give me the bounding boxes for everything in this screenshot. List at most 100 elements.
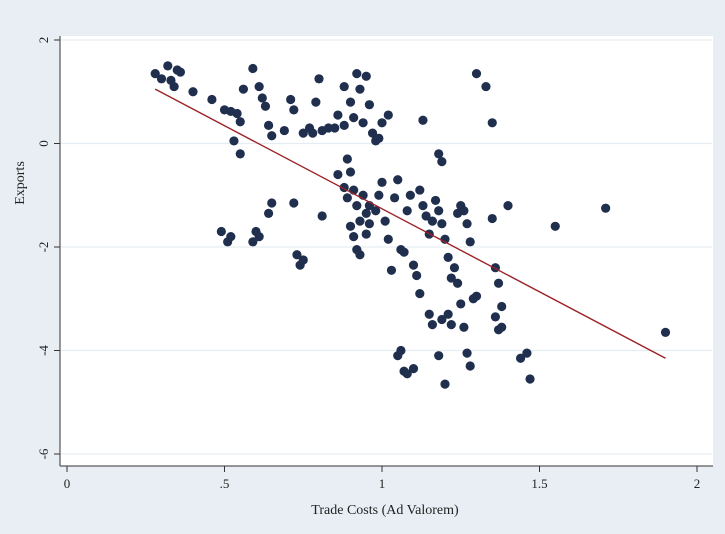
data-point — [235, 149, 245, 159]
data-point — [393, 175, 403, 185]
data-point — [207, 94, 217, 105]
plot-area — [60, 36, 713, 466]
y-ticks: -6 -4 -2 0 2 — [36, 37, 60, 459]
data-point — [443, 252, 453, 262]
data-point — [260, 101, 271, 111]
x-tick-label: 1 — [379, 476, 386, 491]
data-point — [408, 364, 419, 374]
data-point — [487, 213, 497, 224]
data-point — [516, 353, 526, 363]
x-ticks: 0 .5 1 1.5 2 — [64, 466, 701, 491]
data-point — [339, 120, 349, 130]
data-point — [471, 69, 482, 79]
data-point — [402, 206, 412, 216]
data-point — [459, 206, 469, 216]
data-point — [188, 87, 198, 97]
data-point — [453, 278, 463, 288]
data-point — [374, 190, 384, 200]
data-point — [497, 322, 507, 332]
data-point — [163, 61, 173, 71]
data-point — [286, 94, 296, 105]
data-point — [434, 149, 444, 159]
data-point — [427, 216, 437, 226]
data-point — [257, 93, 267, 103]
data-point — [487, 118, 497, 128]
data-point — [361, 208, 371, 218]
y-tick-label: -6 — [36, 448, 51, 459]
data-point — [465, 237, 475, 247]
data-point — [415, 288, 425, 299]
data-point — [377, 118, 387, 128]
data-point — [440, 379, 450, 389]
data-point — [355, 84, 365, 94]
data-point — [267, 131, 277, 141]
data-point — [497, 301, 507, 312]
data-point — [248, 63, 258, 74]
data-point — [377, 177, 387, 187]
data-point — [317, 211, 327, 221]
data-point — [374, 133, 384, 143]
gridlines — [61, 39, 712, 455]
data-point — [330, 123, 340, 133]
data-point — [434, 206, 444, 216]
data-point — [345, 97, 356, 107]
data-point — [175, 67, 185, 77]
data-point — [308, 128, 318, 138]
data-point — [226, 232, 236, 242]
data-point — [386, 265, 397, 275]
data-point — [358, 118, 368, 128]
y-axis-title: Exports — [13, 161, 28, 205]
data-point — [361, 71, 371, 81]
data-point — [418, 115, 428, 125]
x-axis-title: Trade Costs (Ad Valorem) — [311, 503, 459, 518]
data-point — [349, 113, 359, 123]
x-tick-label: 2 — [694, 476, 701, 491]
data-point — [238, 84, 248, 94]
data-point — [481, 81, 491, 92]
data-point — [216, 226, 226, 237]
data-point — [254, 232, 264, 242]
data-point — [427, 320, 437, 330]
data-point — [437, 314, 447, 325]
data-point — [364, 100, 374, 110]
data-point — [264, 120, 274, 130]
y-tick-label: -4 — [36, 345, 51, 356]
data-point — [418, 201, 428, 211]
data-point — [349, 232, 359, 242]
data-point — [468, 294, 478, 304]
data-point — [443, 309, 453, 319]
y-tick-label: 2 — [36, 37, 51, 44]
data-point — [550, 221, 560, 231]
data-point — [601, 203, 611, 213]
data-point — [383, 234, 393, 244]
data-point — [364, 219, 374, 229]
data-point — [371, 206, 381, 216]
data-point — [390, 193, 400, 203]
data-point — [267, 198, 277, 208]
data-point — [465, 361, 475, 371]
data-point — [449, 263, 460, 273]
data-point — [380, 216, 390, 226]
data-point — [339, 81, 349, 92]
data-point — [355, 216, 365, 226]
data-point — [430, 195, 441, 206]
data-point — [361, 229, 371, 239]
data-point — [292, 250, 302, 260]
data-point — [355, 250, 365, 260]
data-point — [421, 211, 431, 221]
data-point — [408, 260, 419, 270]
data-point — [437, 219, 447, 229]
data-point — [311, 97, 321, 107]
data-point — [333, 169, 343, 180]
data-point — [345, 221, 356, 231]
data-point — [503, 201, 513, 211]
data-point — [314, 74, 324, 84]
data-point — [248, 237, 258, 247]
data-point — [456, 299, 466, 309]
data-point — [323, 123, 334, 133]
data-point — [298, 128, 308, 138]
y-tick-label: 0 — [36, 140, 51, 147]
data-point — [232, 108, 242, 119]
